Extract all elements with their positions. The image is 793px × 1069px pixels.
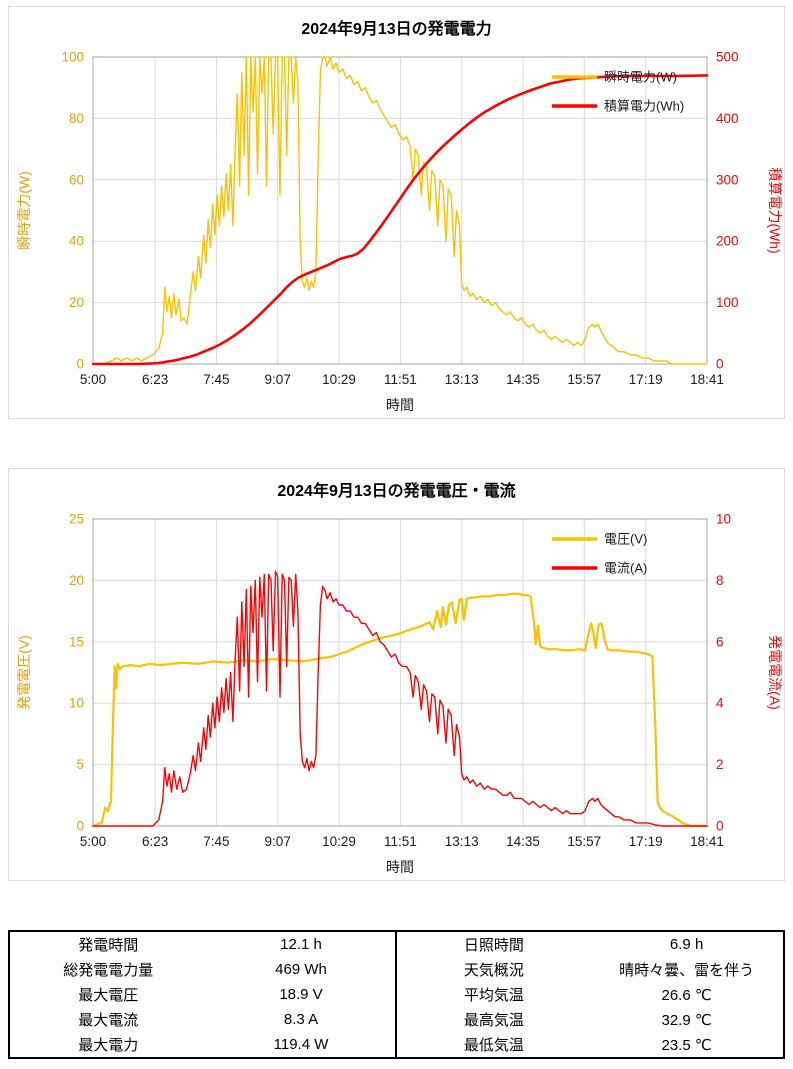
svg-text:時間: 時間 (386, 397, 414, 413)
summary-value: 晴時々曇、雷を伴う (619, 962, 755, 979)
svg-text:100: 100 (61, 50, 84, 65)
summary-value: 6.9 h (669, 936, 704, 953)
svg-text:14:35: 14:35 (506, 372, 540, 387)
svg-text:5:00: 5:00 (80, 372, 106, 387)
svg-text:5:00: 5:00 (80, 834, 106, 849)
summary-label: 発電時間 (78, 937, 139, 954)
svg-text:時間: 時間 (386, 859, 414, 875)
svg-text:6:23: 6:23 (142, 372, 168, 387)
svg-text:瞬時電力(W): 瞬時電力(W) (604, 70, 677, 85)
svg-text:積算電力(Wh): 積算電力(Wh) (604, 99, 684, 114)
svg-text:200: 200 (716, 234, 739, 249)
power-chart: 2024年9月13日の発電電力 0 20 40 60 80 100 0 100 200 300 40… (8, 6, 785, 419)
summary-label: 最大電流 (78, 1012, 139, 1029)
summary-value: 119.4 W (273, 1036, 329, 1053)
svg-text:8: 8 (716, 573, 724, 588)
summary-row: 最大電流 8.3 A 最高気温 32.9 ℃ (9, 1007, 784, 1032)
svg-text:13:13: 13:13 (445, 372, 479, 387)
svg-text:400: 400 (716, 111, 739, 126)
svg-text:電圧(V): 電圧(V) (604, 532, 647, 547)
summary-value: 8.3 A (283, 1011, 319, 1028)
summary-label: 最高気温 (395, 1007, 591, 1032)
svg-text:18:41: 18:41 (690, 372, 724, 387)
svg-text:40: 40 (69, 234, 84, 249)
summary-table-container: 発電時間 12.1 h 日照時間 6.9 h 総発電電力量 469 Wh 天気概況 晴時々曇、… (8, 930, 785, 1059)
svg-text:20: 20 (69, 295, 84, 310)
svg-text:11:51: 11:51 (384, 834, 417, 849)
svg-text:10:29: 10:29 (322, 372, 356, 387)
svg-text:発電電流(A): 発電電流(A) (767, 635, 783, 710)
svg-text:20: 20 (69, 573, 84, 588)
summary-table: 発電時間 12.1 h 日照時間 6.9 h 総発電電力量 469 Wh 天気概況 晴時々曇、… (8, 930, 785, 1059)
power-chart-svg: 0 20 40 60 80 100 0 100 200 300 400 500 5:00 6:23 7:45… (16, 50, 783, 414)
svg-text:17:19: 17:19 (629, 834, 663, 849)
voltage-current-chart-svg: 0 5 10 15 20 25 0 2 4 6 8 10 5:00 6:23 7:45 9:07 10:29 11… (16, 512, 783, 876)
summary-label: 総発電電力量 (63, 962, 154, 979)
summary-label: 最大電力 (78, 1037, 139, 1054)
svg-text:発電電圧(V): 発電電圧(V) (16, 635, 32, 710)
svg-text:9:07: 9:07 (265, 372, 291, 387)
summary-value: 18.9 V (279, 986, 323, 1003)
svg-text:25: 25 (69, 512, 84, 527)
summary-label: 天気概況 (395, 957, 591, 982)
svg-text:10: 10 (69, 696, 84, 711)
svg-text:6: 6 (716, 634, 724, 649)
svg-text:500: 500 (716, 50, 739, 65)
summary-value: 26.6 ℃ (661, 986, 712, 1004)
svg-text:60: 60 (69, 172, 84, 187)
svg-text:10: 10 (716, 512, 731, 527)
summary-row: 発電時間 12.1 h 日照時間 6.9 h (9, 931, 784, 957)
svg-text:0: 0 (76, 357, 84, 372)
svg-text:15:57: 15:57 (567, 834, 601, 849)
svg-text:14:35: 14:35 (506, 834, 540, 849)
summary-label: 平均気温 (395, 982, 591, 1007)
svg-text:4: 4 (716, 696, 724, 711)
voltage-current-chart: 2024年9月13日の発電電圧・電流 0 5 10 15 20 25 0 2 4 6 8 10 5:00… (8, 468, 785, 881)
svg-text:11:51: 11:51 (384, 372, 417, 387)
summary-value: 32.9 ℃ (661, 1011, 712, 1029)
svg-text:7:45: 7:45 (203, 834, 229, 849)
svg-text:7:45: 7:45 (203, 372, 229, 387)
svg-text:300: 300 (716, 172, 739, 187)
summary-label: 日照時間 (395, 931, 591, 957)
svg-text:2: 2 (716, 757, 724, 772)
summary-value: 469 Wh (275, 961, 327, 978)
svg-text:100: 100 (716, 295, 739, 310)
summary-row: 総発電電力量 469 Wh 天気概況 晴時々曇、雷を伴う (9, 957, 784, 982)
svg-text:80: 80 (69, 111, 84, 126)
svg-text:積算電力(Wh): 積算電力(Wh) (767, 167, 783, 253)
svg-text:電流(A): 電流(A) (604, 561, 647, 576)
svg-text:0: 0 (76, 819, 84, 834)
voltage-current-chart-title: 2024年9月13日の発電電圧・電流 (277, 483, 516, 500)
svg-text:15: 15 (69, 634, 84, 649)
summary-label: 最大電圧 (78, 987, 139, 1004)
svg-text:5: 5 (76, 757, 84, 772)
svg-text:18:41: 18:41 (690, 834, 724, 849)
power-chart-title: 2024年9月13日の発電電力 (301, 21, 492, 38)
svg-text:10:29: 10:29 (322, 834, 356, 849)
svg-text:15:57: 15:57 (567, 372, 601, 387)
svg-text:6:23: 6:23 (142, 834, 168, 849)
summary-row: 最大電力 119.4 W 最低気温 23.5 ℃ (9, 1032, 784, 1058)
summary-row: 最大電圧 18.9 V 平均気温 26.6 ℃ (9, 982, 784, 1007)
svg-text:0: 0 (716, 819, 724, 834)
summary-value: 12.1 h (280, 936, 322, 953)
svg-text:瞬時電力(W): 瞬時電力(W) (16, 171, 32, 250)
svg-text:9:07: 9:07 (265, 834, 291, 849)
svg-text:13:13: 13:13 (445, 834, 479, 849)
summary-label: 最低気温 (395, 1032, 591, 1058)
svg-text:17:19: 17:19 (629, 372, 663, 387)
svg-text:0: 0 (716, 357, 724, 372)
summary-value: 23.5 ℃ (661, 1036, 712, 1054)
